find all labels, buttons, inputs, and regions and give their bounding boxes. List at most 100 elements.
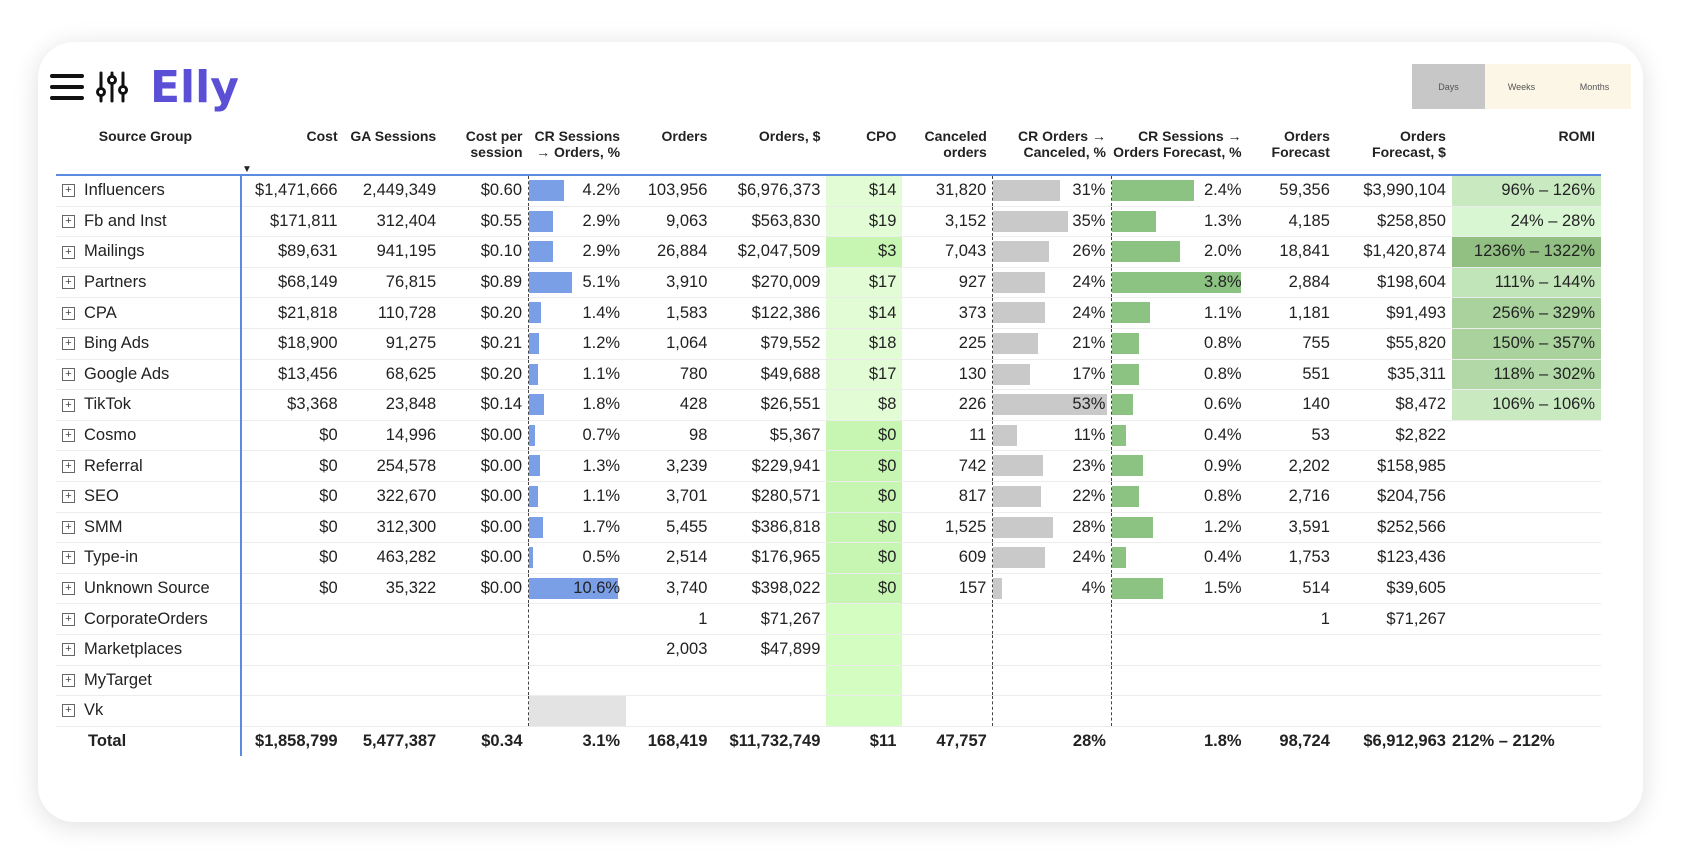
romi-cell: 24% – 28% bbox=[1451, 206, 1601, 238]
column-header-orders-forecast-usd[interactable]: Orders Forecast, $ bbox=[1372, 128, 1446, 160]
expand-icon[interactable]: + bbox=[62, 612, 75, 626]
orders-usd-cell: $47,899 bbox=[713, 634, 827, 666]
expand-icon[interactable]: + bbox=[62, 184, 75, 198]
cr-sessions-forecast-cell: 2.0% bbox=[1111, 236, 1248, 268]
cr-sessions-forecast-cell-bar bbox=[1112, 577, 1164, 599]
table-row[interactable]: + TikTok $3,368 23,848 $0.14 1.8% 428 $26,551 $8… bbox=[56, 389, 1601, 421]
table-row[interactable]: + Influencers $1,471,666 2,449,349 $0.60 4.2%… bbox=[56, 175, 1601, 207]
cost-cell bbox=[239, 665, 344, 697]
column-header-orders-forecast[interactable]: Orders Forecast bbox=[1271, 128, 1330, 160]
cpo-cell bbox=[826, 695, 903, 727]
table-row[interactable]: + CPA $21,818 110,728 $0.20 1.4% 1,583 $122,386… bbox=[56, 297, 1601, 329]
expand-icon[interactable]: + bbox=[62, 643, 75, 657]
table-row[interactable]: + Vk bbox=[56, 695, 1601, 727]
cr-sessions-forecast-cell: 1.5% bbox=[1111, 573, 1248, 605]
cr-sessions-orders-cell: 1.1% bbox=[528, 359, 627, 391]
column-header-source-group[interactable]: Source Group ▼ bbox=[56, 124, 252, 175]
romi-cell bbox=[1451, 695, 1601, 727]
table-row[interactable]: + MyTarget bbox=[56, 665, 1601, 697]
column-header-orders-usd[interactable]: Orders, $ bbox=[758, 128, 821, 144]
cr-orders-canceled-cell-bar bbox=[993, 332, 1039, 354]
expand-icon[interactable]: + bbox=[62, 245, 75, 259]
canceled-orders-cell bbox=[902, 603, 993, 635]
table-row[interactable]: + Cosmo $0 14,996 $0.00 0.7% 98 $5,367 $0 11 11% 0.… bbox=[56, 420, 1601, 452]
source-group-label: Marketplaces bbox=[84, 640, 183, 659]
canceled-orders-cell: 742 bbox=[902, 450, 993, 482]
cr-sessions-orders-cell-bar bbox=[529, 363, 539, 385]
table-row[interactable]: + Partners $68,149 76,815 $0.89 5.1% 3,910 $270… bbox=[56, 267, 1601, 299]
table-row[interactable]: + SMM $0 312,300 $0.00 1.7% 5,455 $386,818 $0 1,5… bbox=[56, 512, 1601, 544]
expand-icon[interactable]: + bbox=[62, 429, 75, 443]
table-row[interactable]: + Bing Ads $18,900 91,275 $0.21 1.2% 1,064 $79,… bbox=[56, 328, 1601, 360]
column-header-cr-sessions-forecast[interactable]: CR Sessions → Orders Forecast, % bbox=[1113, 128, 1242, 160]
expand-icon[interactable]: + bbox=[62, 214, 75, 228]
romi-cell bbox=[1451, 450, 1601, 482]
expand-icon[interactable]: + bbox=[62, 520, 75, 534]
column-header-orders[interactable]: Orders bbox=[661, 128, 708, 144]
orders-forecast-usd-cell: $55,820 bbox=[1335, 328, 1452, 360]
cost-per-session-cell bbox=[442, 634, 529, 666]
cr-sessions-forecast-cell-value: 1.1% bbox=[1203, 303, 1242, 322]
cr-sessions-orders-cell: 1.8% bbox=[528, 389, 627, 421]
column-header-cr-sessions-orders[interactable]: CR Sessions → Orders, % bbox=[534, 128, 621, 160]
sort-down-icon[interactable]: ▼ bbox=[242, 164, 252, 175]
table-row[interactable]: + Referral $0 254,578 $0.00 1.3% 3,239 $229,941… bbox=[56, 450, 1601, 482]
cpo-cell: $14 bbox=[826, 297, 903, 329]
expand-icon[interactable]: + bbox=[62, 704, 75, 718]
column-header-cost[interactable]: Cost bbox=[306, 128, 338, 144]
ga-sessions-cell: 110,728 bbox=[343, 297, 443, 329]
orders-usd-cell: $176,965 bbox=[713, 542, 827, 574]
expand-icon[interactable]: + bbox=[62, 490, 75, 504]
column-header-cr-orders-canceled[interactable]: CR Orders → Canceled, % bbox=[1018, 128, 1106, 160]
cr-orders-canceled-cell-value: 35% bbox=[1072, 211, 1106, 230]
days-button[interactable]: Days bbox=[1412, 64, 1485, 109]
table-row[interactable]: + Google Ads $13,456 68,625 $0.20 1.1% 780 $49,… bbox=[56, 359, 1601, 391]
ga-sessions-cell bbox=[343, 634, 443, 666]
expand-icon[interactable]: + bbox=[62, 306, 75, 320]
table-row[interactable]: + Marketplaces 2,003 $47,899 bbox=[56, 634, 1601, 666]
expand-icon[interactable]: + bbox=[62, 582, 75, 596]
table-row[interactable]: + CorporateOrders 1 $71,267 1 $71,267 bbox=[56, 603, 1601, 635]
cr-sessions-orders-cell-value: 1.1% bbox=[582, 487, 621, 506]
expand-icon[interactable]: + bbox=[62, 459, 75, 473]
cr-orders-canceled-cell-value: 22% bbox=[1072, 487, 1106, 506]
canceled-orders-cell: 609 bbox=[902, 542, 993, 574]
cr-sessions-forecast-cell-value: 2.0% bbox=[1203, 242, 1242, 261]
total-orders-forecast: 98,724 bbox=[1279, 731, 1330, 750]
cr-orders-canceled-cell-bar bbox=[993, 271, 1045, 293]
column-header-canceled-orders[interactable]: Canceled orders bbox=[924, 128, 987, 160]
column-header-ga-sessions[interactable]: GA Sessions bbox=[350, 128, 437, 144]
table-row[interactable]: + Type-in $0 463,282 $0.00 0.5% 2,514 $176,965 $… bbox=[56, 542, 1601, 574]
cr-sessions-orders-cell-bar bbox=[529, 332, 540, 354]
expand-icon[interactable]: + bbox=[62, 673, 75, 687]
cr-sessions-orders-cell-value: 1.1% bbox=[582, 364, 621, 383]
column-header-cost-per-session[interactable]: Cost per session bbox=[465, 128, 523, 160]
expand-icon[interactable]: + bbox=[62, 398, 75, 412]
months-button[interactable]: Months bbox=[1558, 64, 1631, 109]
orders-usd-cell bbox=[713, 695, 827, 727]
orders-cell: 1,583 bbox=[626, 297, 714, 329]
table-row[interactable]: + Unknown Source $0 35,322 $0.00 10.6% 3,740 $3… bbox=[56, 573, 1601, 605]
cr-orders-canceled-cell-bar bbox=[993, 241, 1050, 263]
cr-orders-canceled-cell-value: 21% bbox=[1072, 334, 1106, 353]
source-group-cell: + TikTok bbox=[56, 389, 241, 421]
cr-sessions-forecast-cell-value: 3.8% bbox=[1203, 273, 1242, 292]
filters-icon[interactable] bbox=[95, 70, 129, 104]
cost-cell bbox=[239, 634, 344, 666]
cr-orders-canceled-cell bbox=[992, 695, 1112, 727]
menu-icon[interactable] bbox=[50, 74, 84, 100]
orders-usd-cell: $280,571 bbox=[713, 481, 827, 513]
table-row[interactable]: + Fb and Inst $171,811 312,404 $0.55 2.9% 9,06… bbox=[56, 206, 1601, 238]
weeks-button[interactable]: Weeks bbox=[1485, 64, 1558, 109]
expand-icon[interactable]: + bbox=[62, 276, 75, 290]
expand-icon[interactable]: + bbox=[62, 367, 75, 381]
cr-sessions-orders-cell-value: 1.8% bbox=[582, 395, 621, 414]
expand-icon[interactable]: + bbox=[62, 337, 75, 351]
cost-per-session-cell: $0.89 bbox=[442, 267, 529, 299]
column-header-cpo[interactable]: CPO bbox=[866, 128, 897, 144]
table-row[interactable]: + Mailings $89,631 941,195 $0.10 2.9% 26,884 $2… bbox=[56, 236, 1601, 268]
table-row[interactable]: + SEO $0 322,670 $0.00 1.1% 3,701 $280,571 $0 817… bbox=[56, 481, 1601, 513]
ga-sessions-cell: 2,449,349 bbox=[343, 175, 443, 207]
column-header-romi[interactable]: ROMI bbox=[1558, 128, 1595, 144]
expand-icon[interactable]: + bbox=[62, 551, 75, 565]
